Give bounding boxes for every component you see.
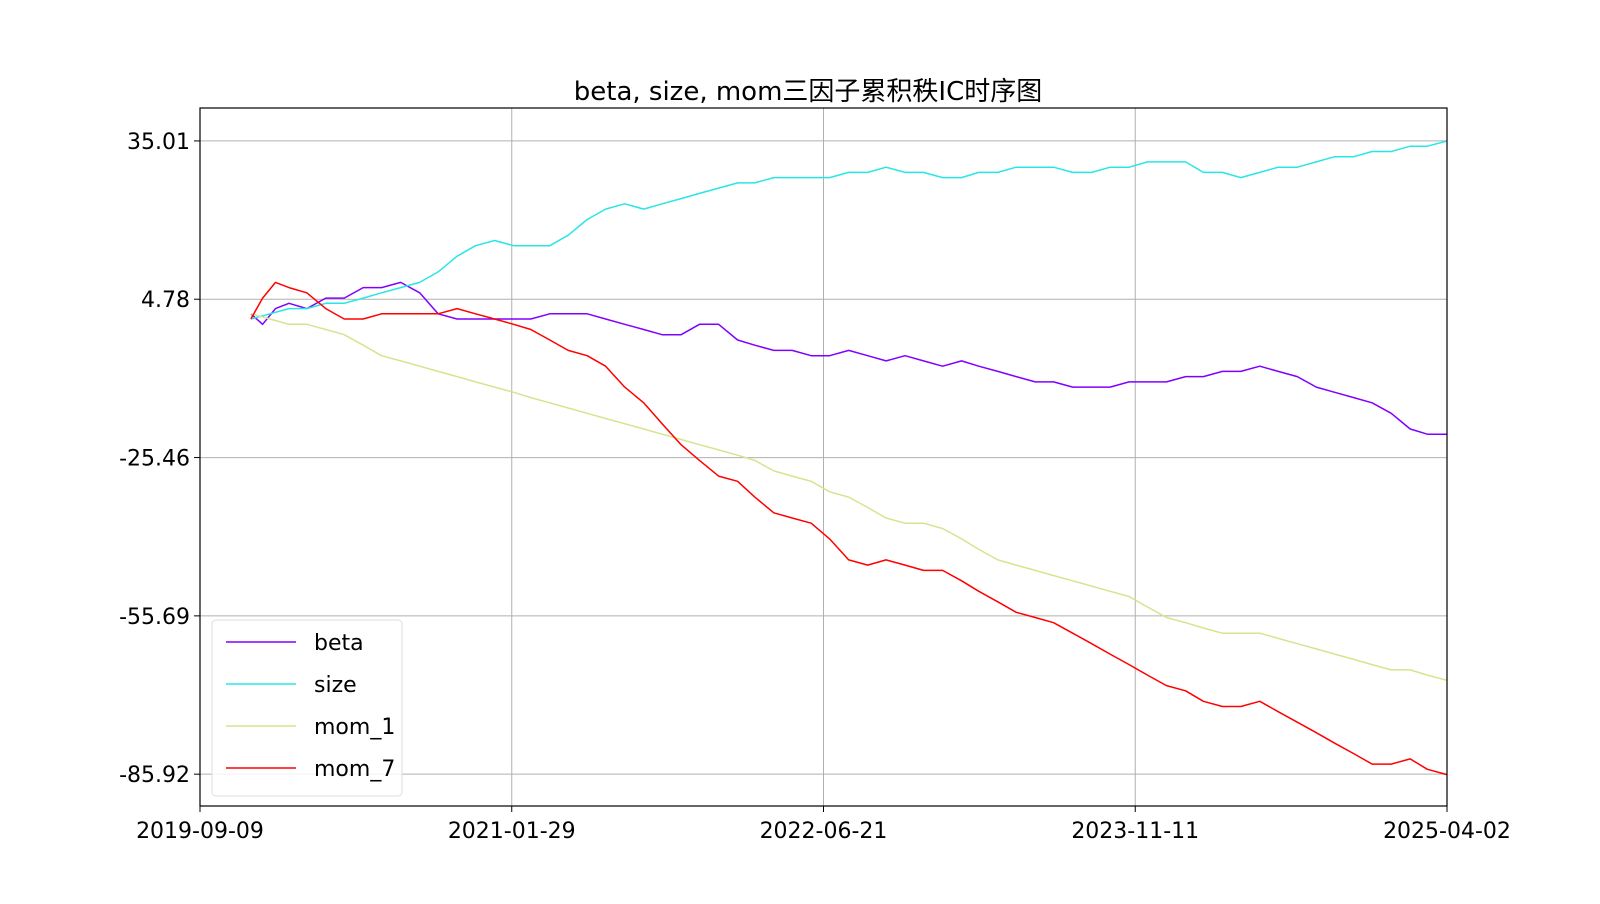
series-lines (250, 140, 1448, 776)
x-tick-label: 2022-06-21 (760, 819, 888, 844)
series-line-size (250, 140, 1448, 320)
legend-box (211, 619, 403, 797)
legend-label-size: size (314, 673, 357, 698)
y-tick-label: -25.46 (119, 447, 190, 472)
series-line-mom_1 (250, 313, 1448, 682)
y-tick-label: -85.92 (119, 763, 190, 788)
series-line-beta (250, 281, 1447, 435)
legend: beta size mom_1 mom_7 (211, 619, 403, 797)
y-tick-label: -55.69 (119, 605, 190, 630)
x-tick-label: 2025-04-02 (1383, 819, 1511, 844)
axis-ticks: 2019-09-09 2021-01-29 2022-06-21 2023-11-11… (119, 130, 1511, 844)
legend-label-mom_7: mom_7 (314, 757, 395, 782)
y-tick-label: 35.01 (127, 130, 190, 155)
x-tick-label: 2023-11-11 (1071, 819, 1199, 844)
y-tick-label: 4.78 (141, 288, 190, 313)
x-tick-label: 2021-01-29 (448, 819, 576, 844)
legend-label-beta: beta (314, 631, 364, 656)
series-line-mom_7 (250, 281, 1448, 776)
legend-label-mom_1: mom_1 (314, 715, 395, 740)
grid-lines (199, 108, 1448, 806)
chart-title: beta, size, mom三因子累积秩IC时序图 (574, 77, 1042, 107)
x-tick-label: 2019-09-09 (136, 819, 264, 844)
